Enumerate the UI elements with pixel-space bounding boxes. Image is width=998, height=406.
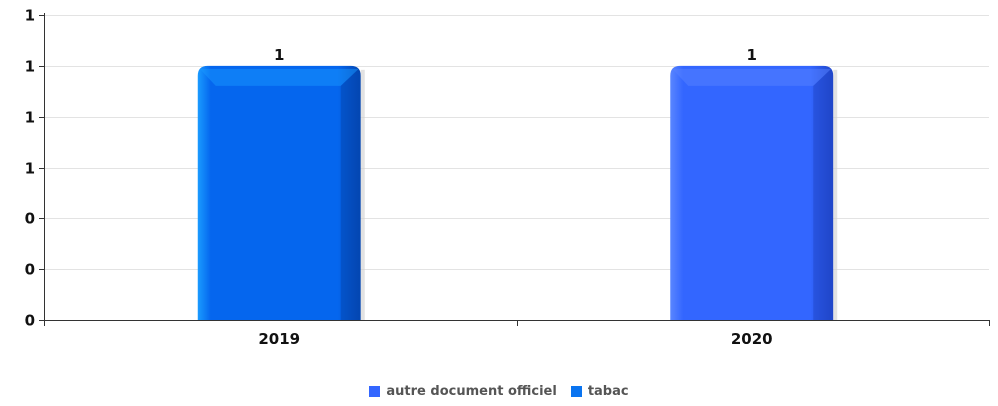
y-tick-label: 0	[25, 210, 35, 228]
bar-top-bevel	[672, 68, 832, 86]
bars	[197, 65, 838, 320]
data-label: 1	[274, 46, 284, 64]
legend-label-tabac: tabac	[587, 384, 629, 399]
bar-side-facet	[340, 68, 359, 320]
y-tick-label: 0	[25, 261, 35, 279]
bar-top-bevel	[199, 68, 359, 86]
data-label: 1	[747, 46, 757, 64]
y-tick-label: 0	[25, 312, 35, 330]
gridlines	[44, 15, 989, 270]
bar-shadow	[360, 69, 365, 320]
bar-shadow	[833, 69, 838, 320]
y-tick-label: 1	[25, 109, 35, 127]
x-tick-label: 2020	[731, 330, 773, 348]
bar[interactable]	[197, 65, 361, 320]
y-tick-label: 1	[25, 58, 35, 76]
y-tick-label: 1	[25, 160, 35, 178]
y-tick-label: 1	[25, 7, 35, 25]
bar[interactable]	[670, 65, 834, 320]
legend-item-autre-document-officiel[interactable]: autre document officiel	[369, 384, 557, 399]
bar-side-facet	[813, 68, 832, 320]
x-tick-label: 2019	[258, 330, 300, 348]
legend-swatch-autre-document-officiel	[369, 386, 381, 397]
legend-label-autre-document-officiel: autre document officiel	[386, 384, 557, 399]
legend-item-tabac[interactable]: tabac	[570, 384, 629, 399]
legend-swatch-tabac	[570, 386, 582, 397]
legend: autre document officiel tabac	[0, 384, 998, 399]
